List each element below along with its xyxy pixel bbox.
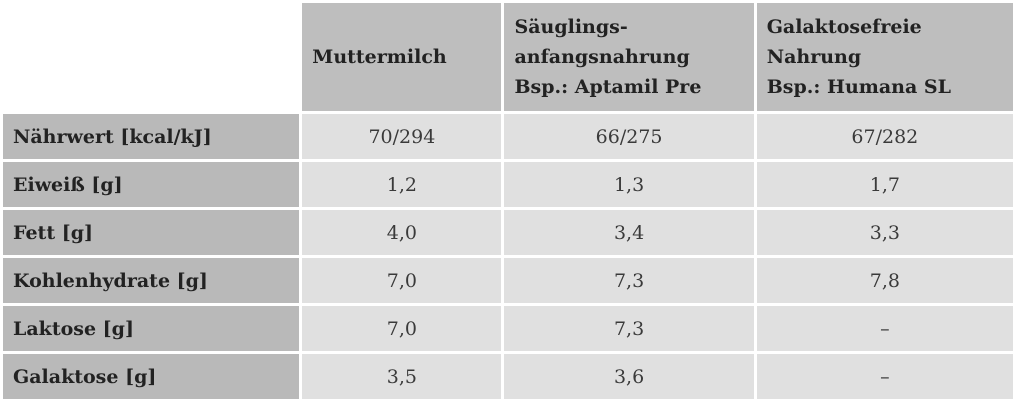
column-header-line: anfangsnahrung [514,46,690,68]
table-cell: 1,3 [504,162,754,207]
table-row-naehrwert: Nährwert [kcal/kJ] 70/294 66/275 67/282 [3,114,1013,159]
column-header-muttermilch: Muttermilch [302,3,502,111]
table-cell: 4,0 [302,210,502,255]
column-header-line: Säuglings- [514,16,628,38]
table-cell: 7,3 [504,306,754,351]
table-row-galaktose: Galaktose [g] 3,5 3,6 – [3,354,1013,399]
table-row-eiweiss: Eiweiß [g] 1,2 1,3 1,7 [3,162,1013,207]
table-cell: 7,8 [756,258,1013,303]
table-row-kohlenhydrate: Kohlenhydrate [g] 7,0 7,3 7,8 [3,258,1013,303]
row-label: Fett [g] [3,210,300,255]
column-header-galaktosefreie-nahrung: Galaktosefreie Nahrung Bsp.: Humana SL [756,3,1013,111]
column-header-line: Galaktosefreie [766,16,922,38]
table-cell: 70/294 [302,114,502,159]
table-cell: 1,2 [302,162,502,207]
row-label: Nährwert [kcal/kJ] [3,114,300,159]
table-cell: 7,0 [302,306,502,351]
column-header-label: Muttermilch [312,46,447,68]
column-header-saeuglingsanfangsnahrung: Säuglings- anfangsnahrung Bsp.: Aptamil … [504,3,754,111]
table-cell: – [756,306,1013,351]
table-cell: 67/282 [756,114,1013,159]
column-header-line: Bsp.: Humana SL [766,76,951,98]
column-header-line: Nahrung [766,46,862,68]
table-row-laktose: Laktose [g] 7,0 7,3 – [3,306,1013,351]
table-cell: 7,0 [302,258,502,303]
table-row-fett: Fett [g] 4,0 3,4 3,3 [3,210,1013,255]
row-label: Galaktose [g] [3,354,300,399]
row-label: Kohlenhydrate [g] [3,258,300,303]
table-header-row: Muttermilch Säuglings- anfangsnahrung Bs… [3,3,1013,111]
row-label: Laktose [g] [3,306,300,351]
table-cell: 3,4 [504,210,754,255]
table-cell: 7,3 [504,258,754,303]
table-cell: 1,7 [756,162,1013,207]
table-cell: 3,6 [504,354,754,399]
table-cell: 3,3 [756,210,1013,255]
table-cell: 3,5 [302,354,502,399]
table-cell: 66/275 [504,114,754,159]
row-label: Eiweiß [g] [3,162,300,207]
column-header-line: Bsp.: Aptamil Pre [514,76,702,98]
corner-cell [3,3,300,111]
table-cell: – [756,354,1013,399]
